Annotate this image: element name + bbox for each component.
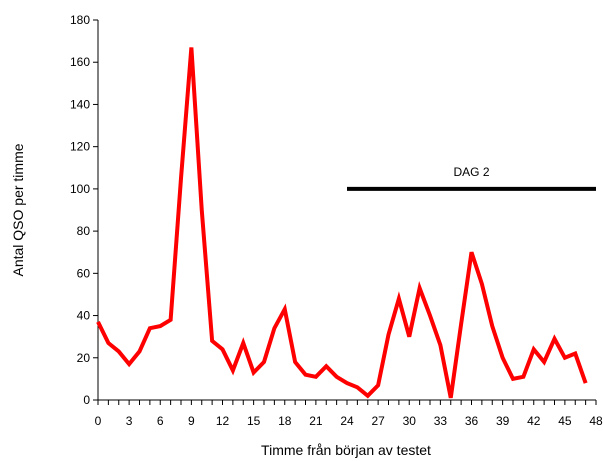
annotation-label: DAG 2	[453, 165, 489, 179]
x-tick-label: 0	[95, 414, 102, 428]
y-tick-label: 80	[77, 224, 91, 238]
annotations: DAG 2	[347, 165, 596, 191]
x-tick-label: 12	[216, 414, 230, 428]
x-tick-label: 42	[527, 414, 541, 428]
y-tick-label: 140	[70, 97, 90, 111]
y-tick-label: 20	[77, 351, 91, 365]
x-axis-ticks: 0 3 6 9 12 15 18 21 24 27 30 33 36 39 42 45 48	[95, 400, 603, 428]
x-tick-label: 9	[188, 414, 195, 428]
x-tick-label: 36	[465, 414, 479, 428]
x-tick-label: 18	[278, 414, 292, 428]
x-tick-label: 45	[558, 414, 572, 428]
y-axis-title: Antal QSO per timme	[10, 143, 26, 276]
x-tick-label: 39	[496, 414, 510, 428]
x-tick-label: 6	[157, 414, 164, 428]
series-line	[96, 47, 588, 399]
y-tick-label: 160	[70, 55, 90, 69]
y-tick-label: 120	[70, 140, 90, 154]
x-tick-label: 30	[403, 414, 417, 428]
y-tick-label: 0	[83, 393, 90, 407]
x-tick-label: 21	[309, 414, 323, 428]
x-tick-label: 15	[247, 414, 261, 428]
series-group	[96, 47, 588, 399]
x-tick-label: 48	[589, 414, 603, 428]
y-tick-label: 180	[70, 13, 90, 27]
y-tick-label: 60	[77, 266, 91, 280]
x-tick-label: 33	[434, 414, 448, 428]
x-tick-label: 3	[126, 414, 133, 428]
x-tick-label: 27	[371, 414, 385, 428]
y-tick-label: 40	[77, 309, 91, 323]
y-axis-ticks: 0 20 40 60 80 100 120 140 160 180	[70, 13, 98, 407]
x-tick-label: 24	[340, 414, 354, 428]
y-tick-label: 100	[70, 182, 90, 196]
x-axis-title: Timme från början av testet	[261, 442, 431, 458]
